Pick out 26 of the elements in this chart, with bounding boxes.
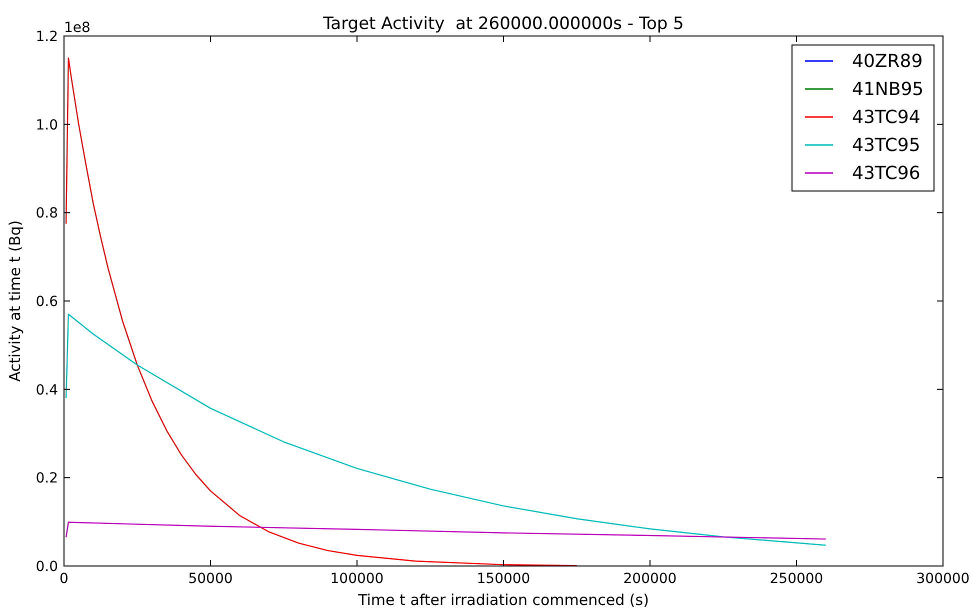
legend-label: 43TC95 xyxy=(852,135,920,156)
line-series xyxy=(65,522,826,540)
x-tick-label: 100000 xyxy=(330,571,384,587)
text: 1e8 xyxy=(64,20,90,36)
legend-label: 43TC96 xyxy=(852,163,920,184)
x-tick-label: 150000 xyxy=(476,571,530,587)
y-tick-label: 0.4 xyxy=(36,382,58,398)
x-tick-label: 0 xyxy=(60,571,68,587)
y-tick-label: 0.6 xyxy=(36,294,58,310)
x-tick-label: 250000 xyxy=(770,571,824,587)
line-series xyxy=(65,57,578,566)
y-tick-label: 0.0 xyxy=(36,559,58,575)
y-tick-label: 0.2 xyxy=(36,470,58,487)
chart-title: Target Activity at 260000.000000s - Top 5 xyxy=(322,14,684,34)
y-tick-label: 0.8 xyxy=(36,206,58,222)
y-axis-title: Activity at time t (Bq) xyxy=(6,220,24,382)
x-tick-label: 50000 xyxy=(188,571,233,587)
line-series xyxy=(65,314,826,546)
y-tick-label: 1.0 xyxy=(36,117,58,134)
legend-label: 41NB95 xyxy=(852,79,924,100)
legend-label: 43TC94 xyxy=(852,107,920,128)
x-tick-label: 200000 xyxy=(623,571,677,587)
x-axis-title: Time t after irradiation commenced (s) xyxy=(357,591,649,609)
y-tick-label: 1.2 xyxy=(36,29,58,45)
legend-label: 40ZR89 xyxy=(852,51,923,72)
x-tick-label: 300000 xyxy=(916,571,970,587)
